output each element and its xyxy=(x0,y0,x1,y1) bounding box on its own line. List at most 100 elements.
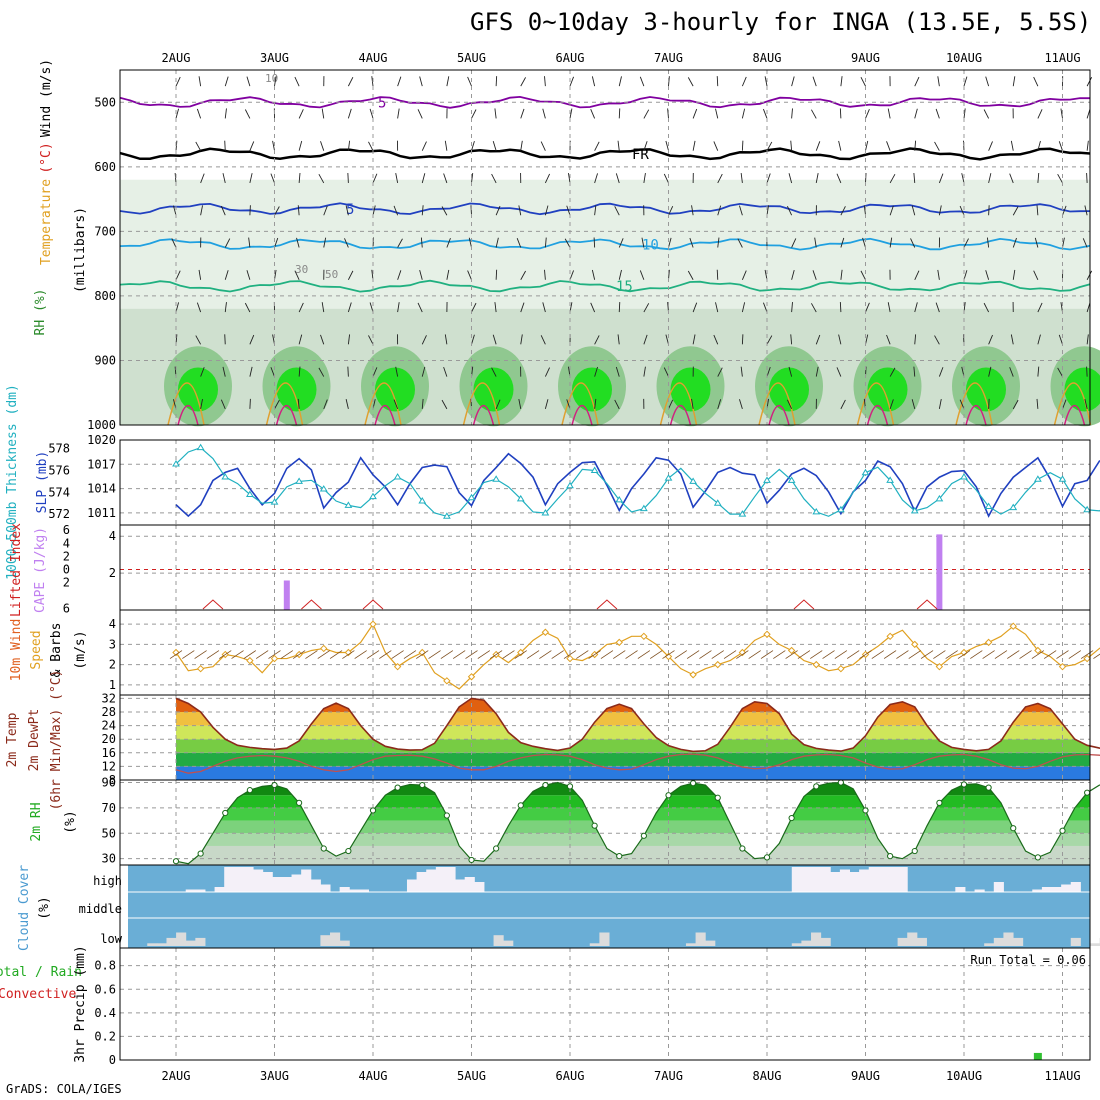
wind-barb xyxy=(836,173,842,184)
wind-barb xyxy=(791,302,793,313)
wind-barb-10m xyxy=(637,650,651,659)
wind-barb xyxy=(716,269,719,280)
ylabel-cape: CAPE (J/kg) xyxy=(33,527,48,613)
wind-barb xyxy=(248,237,251,248)
wind-barb xyxy=(175,108,180,119)
wind-barb xyxy=(668,205,674,216)
wind-barb-10m xyxy=(1056,650,1069,659)
wind-barb xyxy=(811,303,817,313)
wind-barb xyxy=(865,302,870,313)
wind-barb-10m xyxy=(686,650,700,659)
slp-tick: 1017 xyxy=(87,457,116,471)
wind-barb-10m xyxy=(711,650,724,659)
day-label-bottom: 10AUG xyxy=(946,1069,982,1083)
wind-barb xyxy=(323,205,328,216)
thickness-marker xyxy=(270,498,279,505)
wind-barb xyxy=(1084,205,1088,216)
wind-barb xyxy=(347,270,354,280)
wind-barb xyxy=(471,172,474,184)
wind-barb xyxy=(741,334,744,345)
rh-marker xyxy=(296,799,303,806)
rh-marker xyxy=(665,792,672,799)
wind-barb-10m xyxy=(403,650,417,659)
wind-barb xyxy=(272,140,275,151)
wind-barb xyxy=(762,108,768,119)
temp-tick: 8 xyxy=(109,773,116,787)
wind-barb xyxy=(347,172,349,183)
wind-barb xyxy=(938,398,942,409)
cloud-low-bar xyxy=(1090,943,1100,946)
cloud-low-bar xyxy=(695,932,706,946)
thickness-marker xyxy=(319,485,328,492)
wind-barb xyxy=(938,173,944,184)
wind-barb xyxy=(249,205,251,216)
cloud-high-bar xyxy=(358,889,369,892)
ylabel-rh-units: (%) xyxy=(63,810,78,833)
wind-barb xyxy=(715,108,719,119)
wind-barb xyxy=(668,399,674,410)
wind-barb xyxy=(691,398,694,409)
precip-tick: 0.8 xyxy=(94,959,116,973)
rh-marker xyxy=(640,832,647,839)
cloud-low-bar xyxy=(320,935,331,946)
temp-contour-25 xyxy=(275,404,298,426)
day-label-bottom: 6AUG xyxy=(556,1069,585,1083)
wind-speed-marker xyxy=(984,638,993,647)
cloud-high-bar xyxy=(406,879,418,892)
wind-barb xyxy=(220,399,226,410)
thickness-marker xyxy=(836,505,845,513)
wind-barb xyxy=(643,366,646,377)
wind-barb xyxy=(491,173,497,184)
wind-barb xyxy=(395,366,399,377)
wind-barb xyxy=(369,108,374,119)
cloud-low-bar xyxy=(685,943,697,946)
wind-barb xyxy=(495,76,498,87)
wind-barb xyxy=(618,269,622,280)
wind-barb xyxy=(492,140,497,151)
wind-barb xyxy=(889,399,894,410)
wind-barb xyxy=(762,302,768,313)
wind-barb xyxy=(838,334,842,345)
wind-barb xyxy=(889,205,894,216)
wind-barb xyxy=(641,237,645,248)
wind-barb xyxy=(788,173,793,184)
pressure-tick: 700 xyxy=(94,224,116,238)
wind-barb-10m xyxy=(243,650,257,659)
ylabel-total-rain: Total / Rain xyxy=(0,965,82,980)
wind-tick: 1 xyxy=(109,678,116,692)
wind-barb-10m xyxy=(1031,650,1045,659)
wind-barb xyxy=(200,173,205,184)
temp-contour-25 xyxy=(177,404,199,426)
cloud-low-bar xyxy=(801,940,812,946)
rh-tick: 50 xyxy=(102,826,116,840)
wind-barb xyxy=(421,366,426,377)
precip-tick: 0.4 xyxy=(94,1006,116,1020)
rh-marker xyxy=(493,845,500,852)
wind-barb xyxy=(594,398,597,409)
wind-barb xyxy=(812,270,817,280)
wind-barb xyxy=(175,270,181,280)
day-label-top: 2AUG xyxy=(162,51,191,65)
wind-barb xyxy=(862,237,866,248)
wind-barb xyxy=(321,302,325,313)
wind-barb xyxy=(249,173,253,184)
wind-speed-marker xyxy=(443,677,451,685)
cloud-low-bar xyxy=(1003,932,1014,946)
panel-precip xyxy=(119,947,1091,1061)
cloud-low-bar xyxy=(907,932,918,946)
thickness-marker xyxy=(590,466,599,474)
rh-marker xyxy=(271,781,278,789)
wind-barb xyxy=(593,237,596,248)
wind-barb xyxy=(544,76,546,87)
ylabel-2m-dewpt: 2m DewPt xyxy=(27,709,42,772)
wind-barb xyxy=(274,76,277,87)
wind-barb xyxy=(663,367,669,377)
wind-barb xyxy=(494,302,497,313)
wind-barb xyxy=(544,205,549,216)
wind-barb xyxy=(766,205,770,216)
cloud-high-bar xyxy=(1051,887,1062,892)
wind-barb xyxy=(887,108,891,119)
wind-barb xyxy=(393,205,399,216)
wind-barb xyxy=(594,335,600,345)
wind-barb xyxy=(249,366,253,377)
